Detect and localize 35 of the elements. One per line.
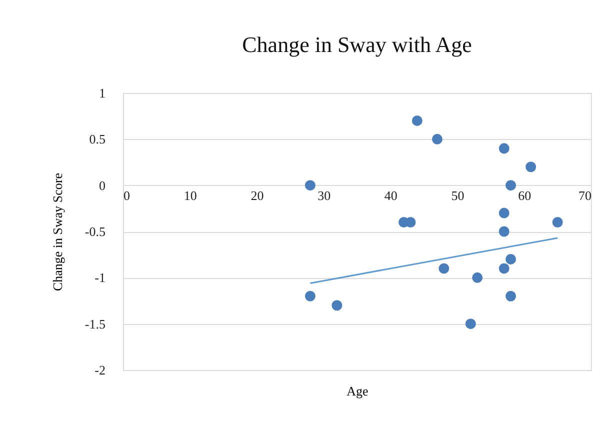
y-tick-label: 0.5 xyxy=(89,132,106,147)
y-tick-label: -0.5 xyxy=(84,224,106,239)
y-tick-label: -2 xyxy=(94,362,106,378)
point xyxy=(498,143,510,154)
y-axis-title: Change in Sway Score xyxy=(50,172,65,292)
x-tick-label: 30 xyxy=(318,188,331,203)
x-tick-label: 50 xyxy=(451,188,464,203)
y-tick-label: 1 xyxy=(99,86,106,100)
y-tick-label: -1 xyxy=(94,270,106,286)
point xyxy=(498,208,510,218)
point xyxy=(412,115,422,126)
point xyxy=(498,226,510,237)
point xyxy=(506,254,516,264)
point xyxy=(432,134,442,144)
point xyxy=(472,272,483,283)
x-tick-label: 0 xyxy=(124,188,130,203)
chart-title: Change in Sway with Age xyxy=(242,32,472,57)
x-tick-label: 40 xyxy=(384,188,398,203)
x-tick-label: 60 xyxy=(518,188,532,203)
x-tick-label: 70 xyxy=(578,188,592,203)
point xyxy=(552,217,563,228)
x-axis-title: Age xyxy=(346,384,369,398)
y-tick-label: -1.5 xyxy=(84,316,106,332)
point xyxy=(438,263,450,274)
point xyxy=(304,180,316,191)
y-tick-label: 0 xyxy=(99,178,106,193)
x-tick-label: 20 xyxy=(250,188,264,203)
x-tick-label: 10 xyxy=(184,188,197,203)
point xyxy=(506,180,516,191)
point xyxy=(465,318,476,330)
point xyxy=(498,263,510,274)
point xyxy=(506,290,516,302)
point xyxy=(526,162,536,172)
point xyxy=(304,290,316,302)
point xyxy=(332,300,342,311)
